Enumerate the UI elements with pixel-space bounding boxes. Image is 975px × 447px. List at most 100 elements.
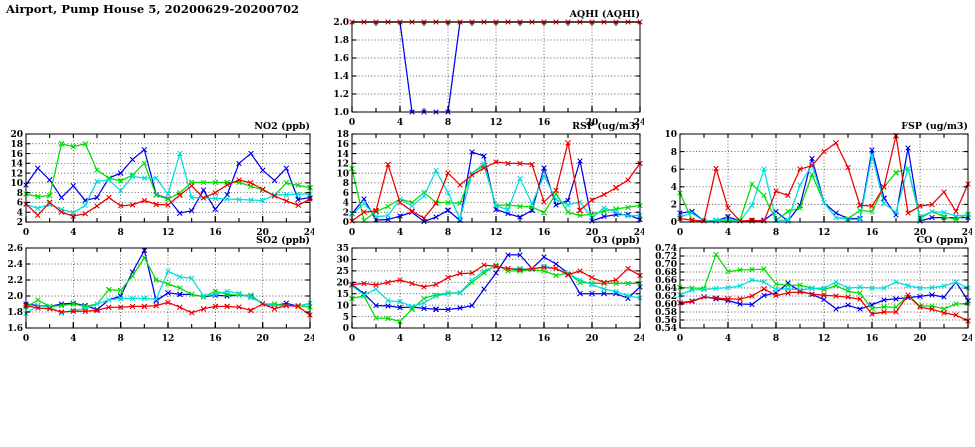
plot-so2: 1.6 1.8 2.0 2.2 2.4 2.6 0 4 8 12 16 20 24 [7, 244, 314, 344]
panel-title-fsp: FSP (ug/m3) [901, 121, 968, 132]
svg-text:16: 16 [538, 118, 551, 128]
panel-rsp: RSP (ug/m3) 0 2 4 6 8 10 12 14 16 18 0 4 8 12 16 20 24 [336, 121, 644, 238]
panel-title-o3: O3 (ppb) [592, 235, 640, 246]
svg-text:8: 8 [118, 334, 124, 344]
svg-text:8: 8 [445, 118, 451, 128]
svg-text:0.72: 0.72 [655, 252, 677, 262]
svg-text:20: 20 [586, 334, 599, 344]
svg-text:1.0: 1.0 [333, 108, 349, 118]
svg-text:0.64: 0.64 [655, 284, 677, 294]
svg-text:20: 20 [914, 228, 927, 238]
svg-text:0: 0 [349, 334, 355, 344]
panel-no2: NO2 (ppb) 2 4 6 8 10 12 14 16 18 20 0 4 8 12 16 20 24 [10, 121, 314, 238]
panel-title-so2: SO2 (ppb) [256, 235, 310, 246]
svg-text:14: 14 [10, 160, 23, 170]
svg-text:20: 20 [256, 334, 269, 344]
panel-co: CO (ppm) 0.54 0.56 0.58 0.60 0.62 0.64 0.66 0.68… [655, 235, 972, 344]
svg-text:12: 12 [490, 118, 503, 128]
svg-text:10: 10 [336, 301, 349, 311]
svg-text:0: 0 [343, 218, 349, 228]
svg-text:20: 20 [336, 278, 349, 288]
svg-text:8: 8 [671, 148, 677, 158]
svg-text:16: 16 [209, 228, 222, 238]
svg-text:0: 0 [671, 218, 677, 228]
panel-fsp: FSP (ug/m3) 0 2 4 6 8 10 0 4 8 12 16 20 24 [664, 121, 972, 238]
svg-text:0.70: 0.70 [655, 260, 677, 270]
svg-text:25: 25 [336, 267, 349, 277]
svg-text:20: 20 [256, 228, 269, 238]
svg-text:2: 2 [671, 201, 677, 211]
svg-text:2: 2 [17, 218, 23, 228]
svg-text:20: 20 [914, 334, 927, 344]
svg-text:4: 4 [397, 228, 403, 238]
svg-text:0.74: 0.74 [655, 244, 677, 254]
svg-text:16: 16 [866, 334, 879, 344]
series-line-cyan [351, 162, 641, 220]
series-line-blue [679, 147, 968, 222]
svg-text:1.6: 1.6 [333, 54, 349, 64]
svg-text:16: 16 [538, 334, 551, 344]
svg-text:16: 16 [538, 228, 551, 238]
svg-text:20: 20 [10, 130, 23, 140]
svg-text:0: 0 [23, 334, 29, 344]
svg-text:12: 12 [818, 228, 831, 238]
svg-text:0.62: 0.62 [655, 292, 677, 302]
svg-text:18: 18 [10, 140, 23, 150]
svg-text:0: 0 [677, 334, 683, 344]
svg-text:2.0: 2.0 [333, 18, 349, 28]
series-line-blue [25, 149, 311, 214]
svg-text:0.58: 0.58 [655, 308, 677, 318]
page-title: Airport, Pump House 5, 20200629-20200702 [6, 2, 300, 16]
svg-text:10: 10 [336, 169, 349, 179]
panel-title-rsp: RSP (ug/m3) [572, 121, 640, 132]
svg-text:0: 0 [23, 228, 29, 238]
svg-text:30: 30 [336, 256, 349, 266]
svg-text:2.2: 2.2 [7, 276, 23, 286]
svg-text:6: 6 [671, 165, 677, 175]
svg-text:16: 16 [209, 334, 222, 344]
svg-text:8: 8 [445, 334, 451, 344]
svg-text:8: 8 [17, 189, 23, 199]
svg-text:15: 15 [336, 290, 349, 300]
svg-text:35: 35 [336, 244, 349, 254]
panel-title-aqhi: AQHI (AQHI) [569, 9, 640, 20]
svg-text:24: 24 [634, 334, 644, 344]
svg-text:0.66: 0.66 [655, 276, 677, 286]
svg-text:12: 12 [162, 334, 175, 344]
svg-text:24: 24 [962, 228, 972, 238]
svg-text:8: 8 [773, 334, 779, 344]
svg-text:4: 4 [70, 334, 76, 344]
svg-text:18: 18 [336, 130, 349, 140]
svg-text:14: 14 [336, 150, 349, 160]
panel-title-co: CO (ppm) [916, 235, 968, 246]
svg-text:1.2: 1.2 [333, 90, 349, 100]
svg-text:4: 4 [343, 199, 349, 209]
svg-text:10: 10 [664, 130, 677, 140]
svg-text:8: 8 [773, 228, 779, 238]
svg-text:20: 20 [586, 118, 599, 128]
svg-text:0.54: 0.54 [655, 324, 677, 334]
svg-text:12: 12 [336, 160, 349, 170]
svg-text:6: 6 [343, 189, 349, 199]
series-line-green [679, 253, 969, 310]
svg-text:0: 0 [349, 228, 355, 238]
panel-aqhi: AQHI (AQHI) 1.0 1.2 1.4 1.6 1.8 2.0 0 4 8 12 16 20 24 [333, 9, 644, 128]
svg-text:4: 4 [17, 208, 23, 218]
svg-text:16: 16 [10, 150, 23, 160]
svg-text:4: 4 [397, 334, 403, 344]
svg-text:1.6: 1.6 [7, 324, 23, 334]
svg-text:6: 6 [17, 199, 23, 209]
svg-text:4: 4 [671, 183, 677, 193]
svg-text:5: 5 [343, 313, 349, 323]
panel-o3: O3 (ppb) 0 5 10 15 20 25 30 35 0 4 8 12 16 20 24 [336, 235, 644, 344]
svg-text:12: 12 [10, 169, 23, 179]
svg-text:8: 8 [118, 228, 124, 238]
svg-text:12: 12 [818, 334, 831, 344]
svg-text:12: 12 [490, 228, 503, 238]
svg-text:24: 24 [634, 228, 644, 238]
plot-co: 0.540.560.580.600.620.640.660.680.700.72… [655, 244, 972, 344]
svg-text:2.0: 2.0 [7, 292, 23, 302]
svg-text:2.6: 2.6 [7, 244, 23, 254]
